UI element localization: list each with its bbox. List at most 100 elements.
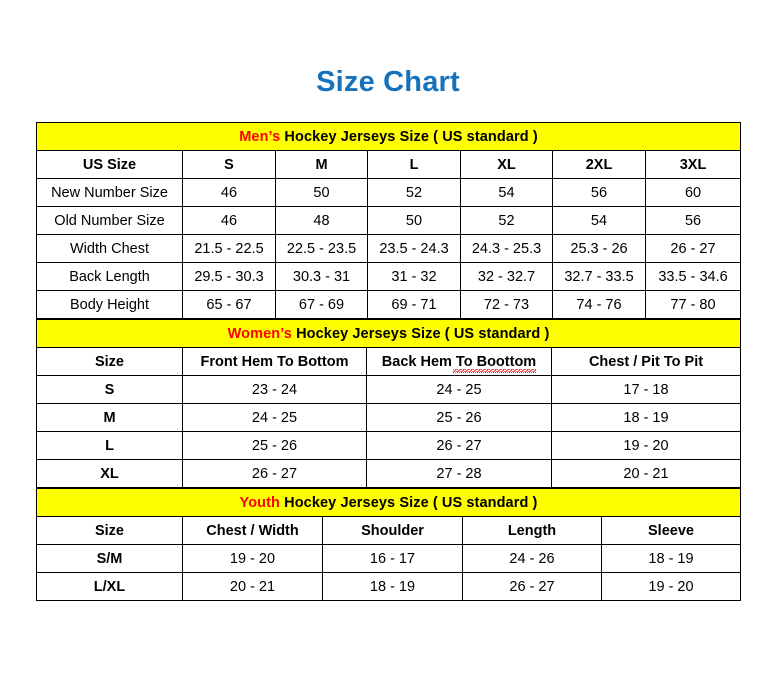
mens-row-1-cell-5: 56 xyxy=(644,206,742,235)
mens-row-3-cell-4: 32.7 - 33.5 xyxy=(552,262,646,291)
size-chart-tables: Men’s Hockey Jerseys Size ( US standard … xyxy=(35,122,742,601)
mens-row-0-cell-0: 46 xyxy=(182,178,276,207)
mens-row-2-label: Width Chest xyxy=(36,234,183,263)
mens-row-2-cell-3: 24.3 - 25.3 xyxy=(460,234,553,263)
mens-row-4-cell-3: 72 - 73 xyxy=(460,290,553,319)
youth-row-1-cell-0: 20 - 21 xyxy=(182,572,323,601)
womens-banner-rest: Hockey Jerseys Size ( US standard ) xyxy=(291,325,550,342)
mens-row-1-label: Old Number Size xyxy=(36,206,183,235)
mens-row-1-cell-3: 52 xyxy=(460,206,553,235)
womens-banner: Women’s Hockey Jerseys Size ( US standar… xyxy=(35,319,742,348)
mens-row-3-cell-1: 30.3 - 31 xyxy=(275,262,368,291)
table-row: M 24 - 25 25 - 26 18 - 19 xyxy=(36,403,742,432)
mens-row-2-cell-0: 21.5 - 22.5 xyxy=(182,234,276,263)
mens-row-0-cell-3: 54 xyxy=(460,178,553,207)
youth-header-cell-4: Sleeve xyxy=(601,516,741,545)
womens-row-2-cell-1: 26 - 27 xyxy=(366,431,552,460)
mens-row-0-cell-5: 60 xyxy=(644,178,742,207)
mens-row-2-cell-5: 26 - 27 xyxy=(644,234,742,263)
mens-row-3-cell-3: 32 - 32.7 xyxy=(460,262,553,291)
mens-row-0-cell-1: 50 xyxy=(275,178,368,207)
womens-row-3-label: XL xyxy=(36,459,183,488)
mens-row-1-cell-2: 50 xyxy=(367,206,461,235)
table-row: New Number Size 46 50 52 54 56 60 xyxy=(36,178,742,207)
youth-header-cell-3: Length xyxy=(462,516,602,545)
youth-banner-row: Youth Hockey Jerseys Size ( US standard … xyxy=(36,488,741,517)
womens-row-1-cell-0: 24 - 25 xyxy=(182,403,367,432)
youth-header-cell-0: Size xyxy=(36,516,183,545)
mens-row-1-cell-0: 46 xyxy=(182,206,276,235)
table-row: S/M 19 - 20 16 - 17 24 - 26 18 - 19 xyxy=(36,544,741,573)
womens-header-cell-1: Front Hem To Bottom xyxy=(182,347,367,376)
table-row: Old Number Size 46 48 50 52 54 56 xyxy=(36,206,742,235)
womens-header-cell-2-text: Back Hem To Boottom xyxy=(381,353,537,373)
youth-row-0-cell-3: 18 - 19 xyxy=(601,544,741,573)
table-row: Body Height 65 - 67 67 - 69 69 - 71 72 -… xyxy=(36,290,742,319)
mens-header-cell-4: XL xyxy=(460,150,553,179)
youth-row-1-cell-1: 18 - 19 xyxy=(322,572,463,601)
womens-row-2-cell-0: 25 - 26 xyxy=(182,431,367,460)
youth-banner: Youth Hockey Jerseys Size ( US standard … xyxy=(36,488,741,517)
womens-row-3-cell-2: 20 - 21 xyxy=(550,459,742,488)
table-row: L 25 - 26 26 - 27 19 - 20 xyxy=(36,431,742,460)
mens-banner: Men’s Hockey Jerseys Size ( US standard … xyxy=(35,122,742,151)
mens-banner-row: Men’s Hockey Jerseys Size ( US standard … xyxy=(35,122,742,151)
youth-header-cell-2: Shoulder xyxy=(322,516,463,545)
womens-header-cell-3: Chest / Pit To Pit xyxy=(550,347,742,376)
womens-row-1-cell-1: 25 - 26 xyxy=(366,403,552,432)
mens-row-0-cell-4: 56 xyxy=(552,178,646,207)
youth-row-1-cell-2: 26 - 27 xyxy=(462,572,602,601)
mens-row-2-cell-2: 23.5 - 24.3 xyxy=(367,234,461,263)
womens-header-row: Size Front Hem To Bottom Back Hem To Boo… xyxy=(36,347,742,376)
mens-row-4-cell-5: 77 - 80 xyxy=(644,290,742,319)
mens-header-cell-0: US Size xyxy=(36,150,183,179)
mens-banner-category: Men’s xyxy=(239,128,281,145)
mens-row-0-label: New Number Size xyxy=(36,178,183,207)
mens-row-3-label: Back Length xyxy=(36,262,183,291)
youth-row-0-cell-2: 24 - 26 xyxy=(462,544,602,573)
youth-header-row: Size Chest / Width Shoulder Length Sleev… xyxy=(36,516,741,545)
mens-row-3-cell-0: 29.5 - 30.3 xyxy=(182,262,276,291)
mens-header-cell-2: M xyxy=(275,150,368,179)
mens-header-cell-1: S xyxy=(182,150,276,179)
womens-row-2-cell-2: 19 - 20 xyxy=(550,431,742,460)
youth-banner-rest: Hockey Jerseys Size ( US standard ) xyxy=(280,494,538,511)
womens-banner-row: Women’s Hockey Jerseys Size ( US standar… xyxy=(35,319,742,348)
mens-header-cell-5: 2XL xyxy=(552,150,646,179)
womens-header-cell-2: Back Hem To Boottom xyxy=(366,347,552,376)
youth-row-1-label: L/XL xyxy=(36,572,183,601)
table-row: L/XL 20 - 21 18 - 19 26 - 27 19 - 20 xyxy=(36,572,741,601)
womens-row-3-cell-0: 26 - 27 xyxy=(182,459,367,488)
page-title: Size Chart xyxy=(316,66,460,98)
womens-row-1-label: M xyxy=(36,403,183,432)
table-row: Width Chest 21.5 - 22.5 22.5 - 23.5 23.5… xyxy=(36,234,742,263)
youth-row-0-label: S/M xyxy=(36,544,183,573)
youth-row-0-cell-1: 16 - 17 xyxy=(322,544,463,573)
mens-row-1-cell-4: 54 xyxy=(552,206,646,235)
womens-row-3-cell-1: 27 - 28 xyxy=(366,459,552,488)
youth-size-table: Youth Hockey Jerseys Size ( US standard … xyxy=(36,488,741,601)
mens-row-4-cell-2: 69 - 71 xyxy=(367,290,461,319)
mens-row-4-cell-4: 74 - 76 xyxy=(552,290,646,319)
mens-header-cell-6: 3XL xyxy=(644,150,742,179)
table-row: S 23 - 24 24 - 25 17 - 18 xyxy=(36,375,742,404)
mens-header-row: US Size S M L XL 2XL 3XL xyxy=(36,150,742,179)
mens-row-4-cell-0: 65 - 67 xyxy=(182,290,276,319)
youth-header-cell-1: Chest / Width xyxy=(182,516,323,545)
womens-row-0-cell-0: 23 - 24 xyxy=(182,375,367,404)
mens-row-4-cell-1: 67 - 69 xyxy=(275,290,368,319)
womens-banner-category: Women’s xyxy=(227,325,292,342)
womens-header-cell-0: Size xyxy=(36,347,183,376)
womens-row-2-label: L xyxy=(36,431,183,460)
womens-row-1-cell-2: 18 - 19 xyxy=(550,403,742,432)
youth-banner-category: Youth xyxy=(239,494,281,511)
mens-row-3-cell-5: 33.5 - 34.6 xyxy=(644,262,742,291)
youth-row-1-cell-3: 19 - 20 xyxy=(601,572,741,601)
womens-row-0-cell-2: 17 - 18 xyxy=(550,375,742,404)
mens-row-0-cell-2: 52 xyxy=(367,178,461,207)
womens-size-table: Women’s Hockey Jerseys Size ( US standar… xyxy=(35,319,742,488)
mens-row-3-cell-2: 31 - 32 xyxy=(367,262,461,291)
mens-row-2-cell-1: 22.5 - 23.5 xyxy=(275,234,368,263)
youth-row-0-cell-0: 19 - 20 xyxy=(182,544,323,573)
